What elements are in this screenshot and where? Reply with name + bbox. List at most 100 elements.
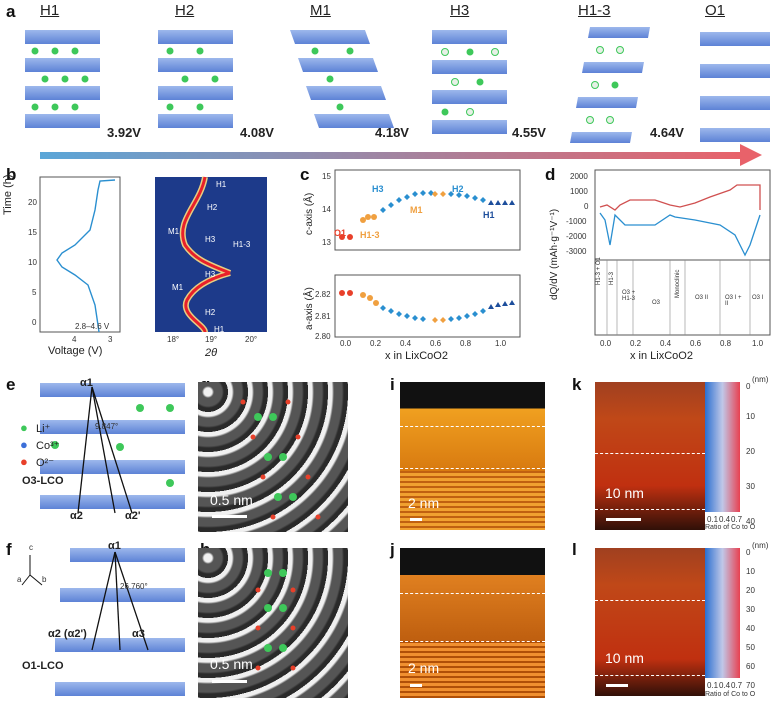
d-phase-box-7: O3 I + II bbox=[725, 295, 742, 307]
structure-f bbox=[21, 548, 185, 696]
voltage-label-1: 3.92V bbox=[107, 125, 141, 140]
k-dash-top bbox=[595, 453, 705, 455]
g-scale-label: 0.5 nm bbox=[210, 492, 253, 508]
k-ratio-tick-1: 0.1 bbox=[707, 515, 719, 524]
c-xtick-2: 0.4 bbox=[400, 339, 412, 348]
xrd-label-h1-bottom: H1 bbox=[214, 325, 225, 334]
b-ytick-10: 10 bbox=[28, 258, 37, 267]
c-top-ytick-14: 14 bbox=[322, 205, 331, 214]
c-xtick-1: 0.2 bbox=[370, 339, 382, 348]
f-angle: 26.760° bbox=[120, 582, 148, 591]
l-depth-20: 20 bbox=[746, 586, 755, 595]
legend-li-icon: ● bbox=[20, 420, 28, 435]
panel-c-letter: c bbox=[300, 165, 310, 184]
stem-image-h bbox=[198, 548, 348, 698]
structure-h3 bbox=[432, 30, 507, 134]
k-depth-30: 30 bbox=[746, 482, 755, 491]
g-scale-bar bbox=[212, 515, 247, 518]
c-xtick-3: 0.6 bbox=[430, 339, 442, 348]
d-ytick-1000: 1000 bbox=[570, 187, 588, 196]
e-name: O3-LCO bbox=[22, 475, 64, 487]
c-top-ytick-15: 15 bbox=[322, 172, 331, 181]
j-dash-bottom bbox=[400, 641, 545, 642]
k-depth-0: 0 bbox=[746, 382, 751, 391]
d-xtick-0: 0.0 bbox=[600, 339, 612, 348]
e-alpha2p: α2' bbox=[125, 510, 141, 522]
b-xtick-3: 3 bbox=[108, 335, 113, 344]
phase-label-m1: M1 bbox=[310, 2, 331, 19]
stem-image-g bbox=[198, 382, 348, 532]
panel-b-letter: b bbox=[6, 165, 17, 184]
k-dash-bottom bbox=[595, 509, 705, 511]
d-phase-box-1: H1-3 + O1 bbox=[596, 257, 602, 285]
legend-o: O²⁻ bbox=[36, 457, 55, 469]
i-scale-label: 2 nm bbox=[408, 495, 440, 511]
i-scale-bar bbox=[410, 518, 422, 521]
c-bottom-ytick-280: 2.80 bbox=[315, 332, 331, 341]
e-alpha2: α2 bbox=[70, 510, 83, 522]
l-dash-top bbox=[595, 599, 705, 601]
l-ratio-tick-1: 0.1 bbox=[707, 681, 719, 690]
panel-f-letter: f bbox=[6, 540, 12, 559]
voltage-label-5: 4.64V bbox=[650, 125, 684, 140]
f-alpha1: α1 bbox=[108, 540, 121, 552]
l-depth-60: 60 bbox=[746, 662, 755, 671]
k-depth-10: 10 bbox=[746, 412, 755, 421]
legend-li: Li⁺ bbox=[36, 423, 51, 435]
d-ylabel: dQ/dV (mAh·g⁻¹V⁻¹) bbox=[549, 208, 560, 300]
crystal-structures-a bbox=[25, 27, 770, 166]
structure-h1 bbox=[25, 30, 100, 128]
d-phase-box-8: O3 I bbox=[752, 295, 764, 301]
phase-label-h1-3: H1-3 bbox=[578, 2, 611, 19]
k-scale-label: 10 nm bbox=[605, 485, 644, 501]
d-phase-box-5: Monoclinic bbox=[675, 269, 681, 298]
xrd-label-h2-top: H2 bbox=[207, 203, 218, 212]
voltage-label-3: 4.18V bbox=[375, 125, 409, 140]
b-ytick-20: 20 bbox=[28, 198, 37, 207]
d-xtick-4: 0.8 bbox=[720, 339, 732, 348]
l-ratio-label: Ratio of Co to O bbox=[705, 691, 756, 698]
l-depth-10: 10 bbox=[746, 567, 755, 576]
d-ytick-0: 0 bbox=[584, 202, 589, 211]
xrd-label-h3-bottom: H3 bbox=[205, 270, 216, 279]
xrd-label-h3-top: H3 bbox=[205, 235, 216, 244]
d-ytick-m2000: -2000 bbox=[566, 232, 587, 241]
f-axis-c: c bbox=[29, 543, 33, 552]
panel-j-letter: j bbox=[390, 540, 395, 559]
j-scale-bar bbox=[410, 684, 422, 687]
panel-k-letter: k bbox=[572, 375, 582, 394]
c-tag-h3: H3 bbox=[372, 184, 384, 194]
l-ratio-tick-3: 0.7 bbox=[731, 681, 743, 690]
e-alpha1: α1 bbox=[80, 377, 93, 389]
l-depth-30: 30 bbox=[746, 605, 755, 614]
d-ytick-2000: 2000 bbox=[570, 172, 588, 181]
i-layered-region bbox=[400, 470, 545, 530]
c-bottom-ytick-281: 2.81 bbox=[315, 312, 331, 321]
legend-o-icon: ● bbox=[20, 454, 28, 469]
phase-label-h2: H2 bbox=[175, 2, 195, 19]
j-scale-label: 2 nm bbox=[408, 660, 440, 676]
phase-label-o1: O1 bbox=[705, 2, 726, 19]
phase-label-h1: H1 bbox=[40, 2, 60, 19]
panel-a-letter: a bbox=[6, 2, 16, 21]
h-scale-label: 0.5 nm bbox=[210, 656, 253, 672]
b-ytick-0: 0 bbox=[32, 318, 37, 327]
l-depth-0: 0 bbox=[746, 548, 751, 557]
b-ytick-15: 15 bbox=[28, 228, 37, 237]
panel-i-letter: i bbox=[390, 375, 395, 394]
c-tag-h2: H2 bbox=[452, 184, 464, 194]
structure-m1 bbox=[290, 30, 394, 128]
k-ratio-tick-2: 0.4 bbox=[719, 515, 731, 524]
k-ratio-tick-3: 0.7 bbox=[731, 515, 743, 524]
xrd-xtick-19: 19° bbox=[205, 335, 218, 344]
xrd-xtick-20: 20° bbox=[245, 335, 258, 344]
j-dash-top bbox=[400, 593, 545, 594]
f-alpha2: α2 (α2') bbox=[48, 628, 87, 640]
d-ytick-m3000: -3000 bbox=[566, 247, 587, 256]
l-unit: (nm) bbox=[752, 541, 769, 550]
i-dash-top bbox=[400, 426, 545, 428]
eels-image-l bbox=[595, 548, 705, 696]
xrd-label-h2-bottom: H2 bbox=[205, 308, 216, 317]
b-range-note: 2.8–4.6 V bbox=[75, 322, 110, 331]
panel-d-letter: d bbox=[545, 165, 556, 184]
